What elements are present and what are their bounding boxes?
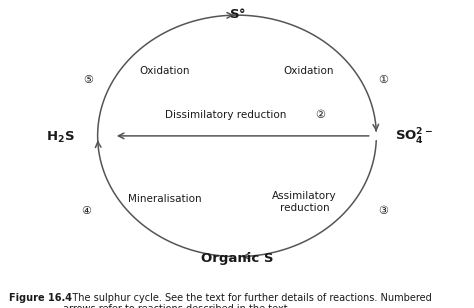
- Text: ③: ③: [378, 206, 388, 216]
- Text: Organic S: Organic S: [201, 252, 273, 265]
- Text: $\mathbf{S°}$: $\mathbf{S°}$: [228, 7, 246, 21]
- Text: ⑤: ⑤: [83, 75, 93, 85]
- Text: The sulphur cycle. See the text for further details of reactions. Numbered
arrow: The sulphur cycle. See the text for furt…: [63, 293, 431, 308]
- Text: Dissimilatory reduction: Dissimilatory reduction: [164, 110, 286, 120]
- Text: ④: ④: [81, 206, 91, 216]
- Text: ②: ②: [316, 110, 326, 120]
- Text: $\mathbf{SO_4^{2-}}$: $\mathbf{SO_4^{2-}}$: [395, 127, 433, 148]
- Text: Assimilatory
reduction: Assimilatory reduction: [272, 191, 337, 213]
- Text: Oxidation: Oxidation: [140, 66, 190, 76]
- Text: Oxidation: Oxidation: [284, 66, 334, 76]
- Text: Mineralisation: Mineralisation: [128, 194, 202, 204]
- Text: $\mathbf{H_2S}$: $\mathbf{H_2S}$: [46, 130, 74, 145]
- Text: Figure 16.4: Figure 16.4: [9, 293, 73, 303]
- Text: ①: ①: [378, 75, 388, 85]
